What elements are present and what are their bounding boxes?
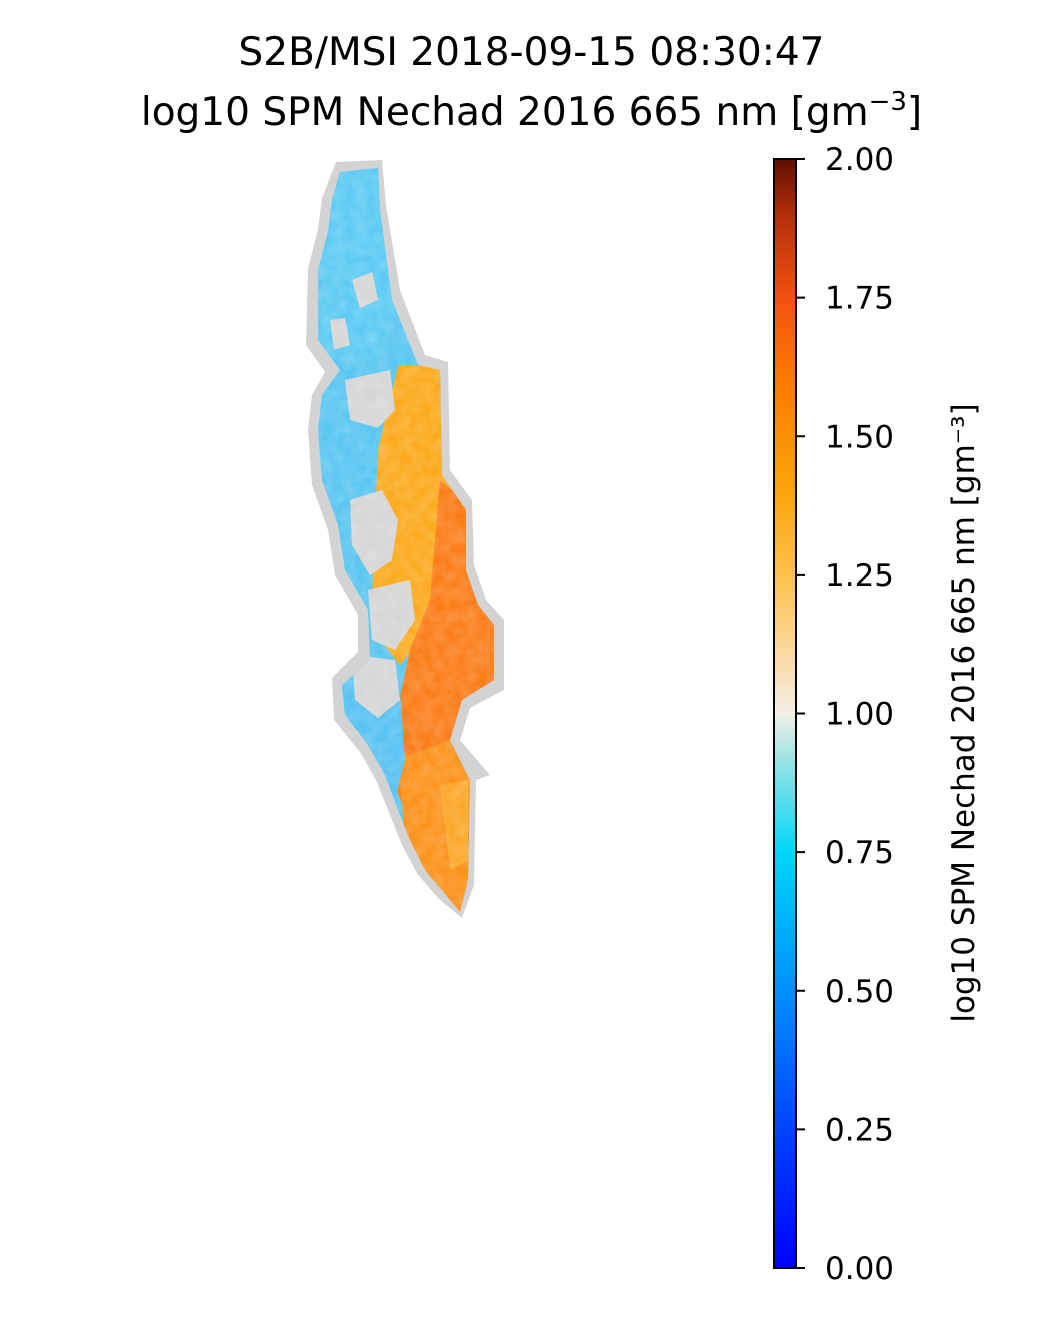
colorbar-tick-label: 1.50 bbox=[825, 419, 894, 455]
colorbar-tick-label: 1.75 bbox=[825, 281, 894, 317]
subtitle-text: log10 SPM Nechad 2016 665 nm [gm bbox=[140, 90, 869, 135]
spm-map bbox=[306, 160, 504, 918]
subtitle-bracket: ] bbox=[906, 90, 923, 135]
colorbar-gradient bbox=[773, 158, 797, 1269]
chart-title: S2B/MSI 2018-09-15 08:30:47 bbox=[238, 30, 825, 75]
colorbar-tick-label: 0.00 bbox=[825, 1251, 894, 1287]
chart-subtitle: log10 SPM Nechad 2016 665 nm [gm−3] bbox=[0, 87, 1063, 136]
subtitle-exponent: −3 bbox=[868, 87, 907, 117]
colorbar-tick-label: 2.00 bbox=[825, 142, 894, 178]
colorbar-tick-label: 0.25 bbox=[825, 1112, 894, 1148]
colorbar-tick-label: 0.50 bbox=[825, 974, 894, 1010]
colorbar-label: log10 SPM Nechad 2016 665 nm [gm⁻³] bbox=[946, 403, 982, 1022]
colorbar-tick-label: 0.75 bbox=[825, 835, 894, 871]
colorbar-tick-label: 1.00 bbox=[825, 697, 894, 733]
colorbar-tick-label: 1.25 bbox=[825, 558, 894, 594]
